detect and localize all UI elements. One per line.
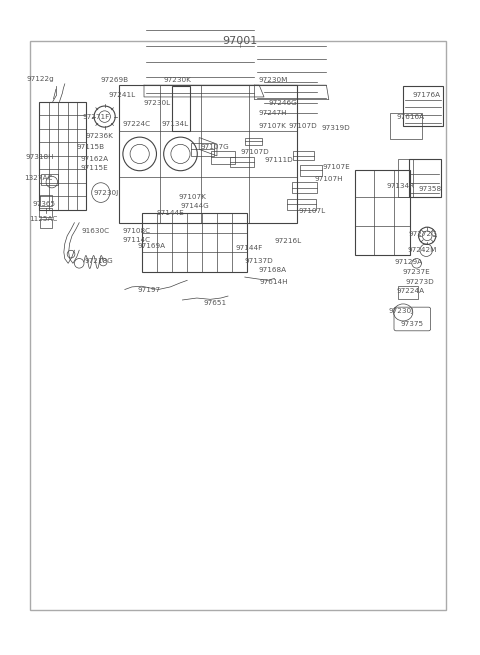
Text: 97107E: 97107E <box>322 164 350 170</box>
Text: 97319D: 97319D <box>322 124 350 131</box>
Text: 97137D: 97137D <box>245 257 274 264</box>
Text: 97236K: 97236K <box>86 132 114 139</box>
Text: 97616A: 97616A <box>396 113 424 120</box>
Text: 97144F: 97144F <box>236 244 263 251</box>
Bar <box>191 143 214 156</box>
Bar <box>40 195 52 206</box>
Text: 97230J: 97230J <box>388 308 413 314</box>
Text: 97230J: 97230J <box>94 189 119 196</box>
Bar <box>398 159 413 196</box>
Bar <box>230 157 254 167</box>
Bar <box>245 138 262 145</box>
Text: 97144G: 97144G <box>180 202 209 209</box>
Bar <box>293 151 314 160</box>
Bar <box>403 86 443 126</box>
Text: 97230L: 97230L <box>144 100 171 107</box>
Bar <box>390 113 422 139</box>
Bar <box>119 85 297 223</box>
Text: 97375: 97375 <box>400 321 423 328</box>
Text: 97107D: 97107D <box>289 122 318 129</box>
Text: 97230M: 97230M <box>259 77 288 83</box>
Text: 97241L: 97241L <box>109 92 136 98</box>
Text: 97168A: 97168A <box>259 267 287 273</box>
Text: 97230K: 97230K <box>164 77 192 83</box>
Text: 97614H: 97614H <box>259 278 288 285</box>
Text: 97107K: 97107K <box>259 122 287 129</box>
Text: 97107D: 97107D <box>240 149 269 155</box>
Bar <box>142 213 247 272</box>
Text: 97272G: 97272G <box>409 231 438 237</box>
Text: 1125AC: 1125AC <box>29 216 58 223</box>
Text: 97224C: 97224C <box>123 121 151 128</box>
Bar <box>287 199 316 210</box>
Text: 97365: 97365 <box>33 201 56 208</box>
Text: 97134L: 97134L <box>162 121 189 128</box>
Bar <box>172 86 190 131</box>
Text: 97115E: 97115E <box>80 165 108 172</box>
Text: 97129A: 97129A <box>395 259 423 265</box>
Bar <box>39 102 86 210</box>
Text: 97107G: 97107G <box>201 144 229 151</box>
Text: 97651: 97651 <box>204 299 227 306</box>
Text: 97242M: 97242M <box>408 247 437 253</box>
Text: 97216L: 97216L <box>275 238 301 244</box>
Text: 97358: 97358 <box>418 185 441 192</box>
Text: 97162A: 97162A <box>80 155 108 162</box>
Text: 97108C: 97108C <box>123 227 151 234</box>
Text: 97144E: 97144E <box>156 210 184 216</box>
Text: 97197: 97197 <box>137 286 160 293</box>
Text: 97237E: 97237E <box>403 269 431 275</box>
Text: 97107K: 97107K <box>178 193 206 200</box>
Text: 97115B: 97115B <box>76 144 104 151</box>
Bar <box>211 151 235 164</box>
Text: 1327AC: 1327AC <box>24 175 53 181</box>
Text: 97271F: 97271F <box>83 113 109 120</box>
Text: 97169A: 97169A <box>137 242 165 249</box>
Bar <box>30 41 446 610</box>
Text: 97122g: 97122g <box>27 75 55 82</box>
Bar <box>292 182 317 193</box>
Text: 97001: 97001 <box>222 35 258 46</box>
Bar <box>409 159 441 196</box>
Text: 97134R: 97134R <box>387 183 415 189</box>
Text: 97114C: 97114C <box>123 236 151 243</box>
Text: 97247H: 97247H <box>258 109 287 116</box>
Bar <box>355 170 410 255</box>
Bar <box>300 165 322 176</box>
Text: 97111D: 97111D <box>264 157 293 164</box>
Text: 97246G: 97246G <box>269 100 298 106</box>
Bar <box>40 219 52 228</box>
Text: 97107H: 97107H <box>314 176 343 183</box>
Bar <box>41 174 58 185</box>
Text: 97218G: 97218G <box>84 257 113 264</box>
Text: 97224A: 97224A <box>396 288 424 295</box>
Text: 97107L: 97107L <box>299 208 325 214</box>
Bar <box>39 208 52 217</box>
Text: 97176A: 97176A <box>412 92 440 98</box>
Text: 97318H: 97318H <box>25 154 54 160</box>
Text: 97273D: 97273D <box>406 278 434 285</box>
Bar <box>398 286 418 299</box>
Text: 91630C: 91630C <box>82 227 110 234</box>
Text: 97269B: 97269B <box>100 77 128 83</box>
